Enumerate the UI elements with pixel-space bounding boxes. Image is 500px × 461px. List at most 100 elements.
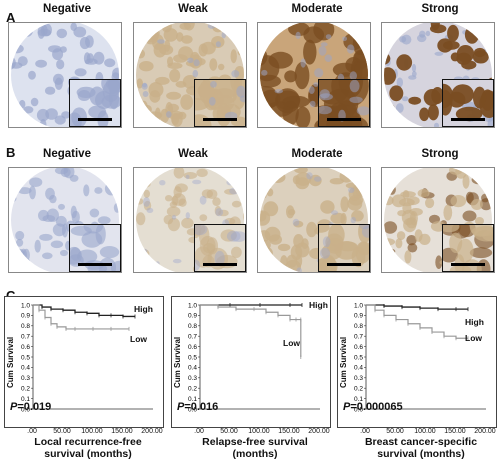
zoom-inset [442,224,494,272]
km-plot-relapse-free: 0.0 0.1 0.2 0.3 0.4 0.5 0.6 0.7 0.8 0.9 1.0 [171,296,331,428]
header-b-weak: Weak [178,148,208,160]
x-tick-label: .00 [360,428,370,435]
x-tick-label: 100.00 [81,428,103,435]
y-tick-label: 0.1 [188,396,197,403]
micrograph-b-moderate [257,167,371,273]
series-label-high: High [134,304,153,314]
p-value-symbol: P [343,401,351,413]
km-plot-local-recurrence: 0.0 0.1 0.2 0.3 0.4 0.5 0.6 0.7 0.8 0.9 1.0 [4,296,164,428]
y-tick-label: 0.2 [21,386,30,393]
series-label-high: High [309,300,328,310]
km-plot-svg: 0.0 0.1 0.2 0.3 0.4 0.5 0.6 0.7 0.8 0.9 1.0 [354,302,486,413]
header-a-moderate: Moderate [291,3,343,15]
p-value: P=0.000065 [343,401,403,413]
series-line-high [366,304,468,310]
scale-bar [203,118,237,121]
zoom-inset [69,79,121,127]
series-label-high: High [465,317,484,327]
y-tick-label: 0.3 [21,375,30,382]
micrograph-b-strong [381,167,495,273]
header-a-strong: Strong [421,3,459,15]
x-tick-label: 50.00 [386,428,404,435]
zoom-inset [194,224,246,272]
y-tick-label: 0.0 [21,406,30,413]
zoom-inset [442,79,494,127]
y-axis-label: Cum Survival [173,336,182,388]
x-tick-label: 100.00 [248,428,270,435]
series-label-low: Low [283,338,300,348]
x-tick-label: 150.00 [278,428,300,435]
x-tick-label: .00 [194,428,204,435]
header-a-negative: Negative [43,3,91,15]
x-tick-label: 200.00 [474,428,496,435]
header-a-weak: Weak [178,3,208,15]
p-value-number: =0.000065 [350,401,403,413]
km-plot-breast-cancer-specific: 0.0 0.1 0.2 0.3 0.4 0.5 0.6 0.7 0.8 0.9 1.0 [337,296,497,428]
y-tick-label: 0.8 [21,323,30,330]
series-line-high [33,304,135,318]
x-tick-label: 100.00 [414,428,436,435]
header-b-moderate: Moderate [291,148,343,160]
p-value: P=0.019 [10,401,51,413]
series-line-low [366,304,468,339]
scale-bar [327,263,361,266]
y-tick-label: 0.9 [354,313,363,320]
x-axis-label: Local recurrence-free survival (months) [34,436,142,460]
x-tick-label: 200.00 [141,428,163,435]
micrograph-a-negative [8,22,122,128]
p-value-number: =0.019 [17,401,52,413]
header-b-negative: Negative [43,148,91,160]
y-tick-label: 0.0 [354,406,363,413]
scale-bar [451,263,485,266]
micrograph-b-negative [8,167,122,273]
x-tick-label: 50.00 [53,428,71,435]
micrograph-b-weak [133,167,247,273]
y-tick-label: 0.2 [354,386,363,393]
panel-label-c: C [6,288,15,303]
micrograph-a-weak [133,22,247,128]
p-value-symbol: P [10,401,18,413]
y-tick-label: 0.2 [188,386,197,393]
p-value-symbol: P [177,401,185,413]
p-value-number: =0.016 [184,401,219,413]
x-tick-label: 200.00 [308,428,330,435]
y-tick-label: 0.6 [354,344,363,351]
panel-label-b: B [6,145,16,160]
y-tick-label: 0.3 [188,375,197,382]
y-tick-label: 1.0 [21,302,30,309]
axis-lines [199,305,320,410]
series-line-low [200,304,302,357]
scale-bar [203,263,237,266]
y-tick-label: 1.0 [188,302,197,309]
y-axis-label: Cum Survival [6,336,15,388]
x-tick-label: 150.00 [444,428,466,435]
x-axis-label: Breast cancer-specific survival (months) [364,436,478,460]
y-tick-label: 0.5 [354,354,363,361]
y-tick-label: 0.7 [188,334,197,341]
scale-bar [78,118,112,121]
zoom-inset [318,224,370,272]
x-axis-label: Relapse-free survival (months) [202,436,308,460]
series-line-low [33,304,129,330]
y-tick-label: 0.8 [354,323,363,330]
y-tick-label: 0.5 [21,354,30,361]
y-tick-label: 0.3 [354,375,363,382]
panel-label-a: A [6,10,16,25]
series-label-low: Low [130,334,147,344]
x-tick-label: 50.00 [220,428,238,435]
km-plot-svg: 0.0 0.1 0.2 0.3 0.4 0.5 0.6 0.7 0.8 0.9 1.0 [21,302,153,413]
zoom-inset [194,79,246,127]
y-tick-label: 0.4 [188,365,197,372]
y-tick-label: 0.7 [21,334,30,341]
y-tick-label: 0.6 [188,344,197,351]
y-tick-label: 0.5 [188,354,197,361]
y-tick-label: 0.1 [354,396,363,403]
y-tick-label: 0.9 [21,313,30,320]
y-tick-label: 0.6 [21,344,30,351]
scale-bar [78,263,112,266]
scale-bar [327,118,361,121]
zoom-inset [69,224,121,272]
y-tick-label: 0.4 [21,365,30,372]
y-tick-label: 0.7 [354,334,363,341]
series-label-low: Low [465,333,482,343]
